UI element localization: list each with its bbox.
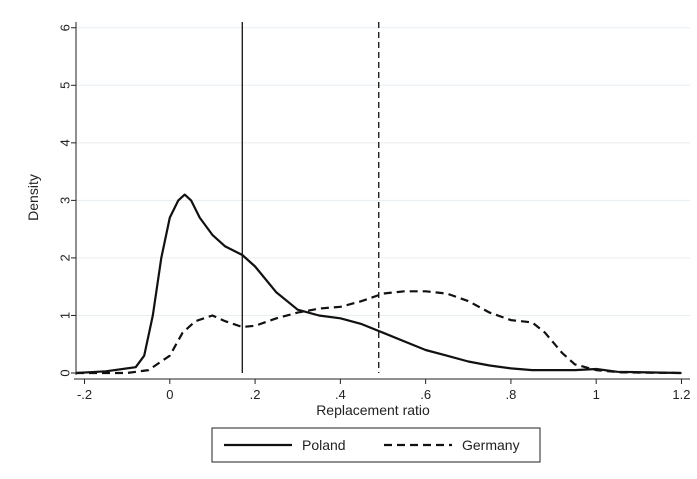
x-tick-label: .4: [335, 387, 346, 402]
legend-label-germany: Germany: [462, 437, 520, 453]
x-tick-label: .8: [505, 387, 516, 402]
x-tick-label: .2: [250, 387, 261, 402]
y-tick-label: 0: [57, 369, 72, 376]
x-tick-label: 1.2: [672, 387, 690, 402]
y-tick-label: 2: [57, 254, 72, 261]
series-line-germany: [76, 290, 682, 375]
series-line-poland: [75, 193, 682, 375]
x-tick-label: 0: [166, 387, 173, 402]
legend: Poland Germany: [211, 427, 541, 463]
y-tick-label: 3: [57, 197, 72, 204]
x-axis-title: Replacement ratio: [316, 402, 430, 418]
x-tick-label: 1: [593, 387, 600, 402]
reference-lines: [241, 22, 380, 373]
y-axis-title: Density: [25, 174, 41, 221]
x-tick-label: .6: [420, 387, 431, 402]
y-tick-label: 6: [57, 24, 72, 31]
series-lines: [75, 193, 682, 375]
y-tick-label: 4: [57, 139, 72, 146]
axes: 0 1 2 3 4 5 6 -.2 0 .2 .4 .6 .8 1 1.2: [57, 22, 691, 402]
y-tick-label: 1: [57, 312, 72, 319]
y-tick-label: 5: [57, 82, 72, 89]
legend-label-poland: Poland: [302, 437, 346, 453]
x-tick-label: -.2: [77, 387, 92, 402]
